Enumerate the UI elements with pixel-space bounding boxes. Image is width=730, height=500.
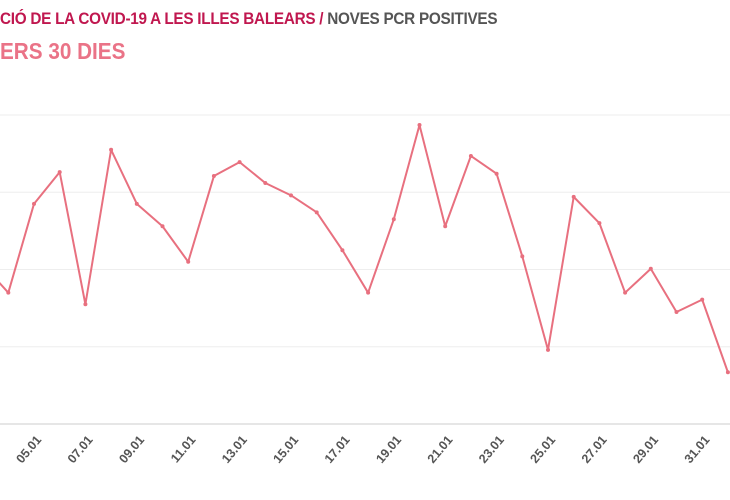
x-tick-label: 21.01	[425, 433, 456, 466]
data-point	[366, 290, 371, 295]
data-point	[417, 123, 422, 128]
data-point	[391, 217, 396, 222]
title-main: CIÓ DE LA COVID-19 A LES ILLES BALEARS	[0, 9, 316, 28]
data-point	[32, 201, 36, 206]
x-tick-label: 25.01	[527, 433, 558, 466]
data-point	[443, 224, 448, 229]
data-point	[263, 180, 268, 185]
data-point	[109, 147, 114, 152]
data-point	[237, 160, 242, 165]
data-point	[597, 221, 602, 226]
data-point	[186, 259, 191, 264]
data-point	[623, 290, 628, 295]
x-tick-label: 13.01	[219, 433, 250, 466]
x-tick-label: 15.01	[270, 433, 301, 466]
chart-title: CIÓ DE LA COVID-19 A LES ILLES BALEARS /…	[0, 9, 498, 29]
x-tick-label: 09.01	[116, 433, 147, 466]
x-tick-label: 11.01	[168, 433, 198, 465]
data-point	[571, 194, 576, 199]
x-tick-label: 07.01	[65, 433, 96, 466]
data-point	[289, 193, 293, 198]
x-tick-label: 05.01	[13, 433, 44, 466]
series-line	[0, 124, 729, 373]
chart-period: ERS 30 DIES	[0, 38, 126, 64]
data-point	[6, 290, 11, 295]
data-point	[520, 254, 525, 259]
x-tick-label: 29.01	[630, 433, 661, 466]
data-point	[211, 174, 216, 179]
title-sub: NOVES PCR POSITIVES	[327, 9, 498, 28]
data-point	[160, 224, 165, 229]
x-tick-label: 27.01	[579, 433, 610, 466]
data-point	[648, 266, 653, 271]
data-point	[83, 302, 88, 307]
data-point	[700, 297, 705, 302]
x-tick-label: 17.01	[322, 433, 353, 466]
data-point	[314, 210, 319, 215]
data-point	[340, 248, 345, 253]
data-point	[134, 201, 139, 206]
title-separator: /	[315, 9, 328, 28]
data-point	[468, 153, 473, 158]
x-tick-label: 23.01	[476, 433, 507, 466]
data-point	[57, 170, 62, 175]
data-point	[546, 347, 550, 352]
data-point	[674, 309, 679, 314]
data-point	[725, 370, 730, 375]
x-tick-label: 31.01	[682, 433, 713, 466]
data-point	[494, 171, 499, 176]
x-tick-label: 19.01	[373, 433, 404, 466]
